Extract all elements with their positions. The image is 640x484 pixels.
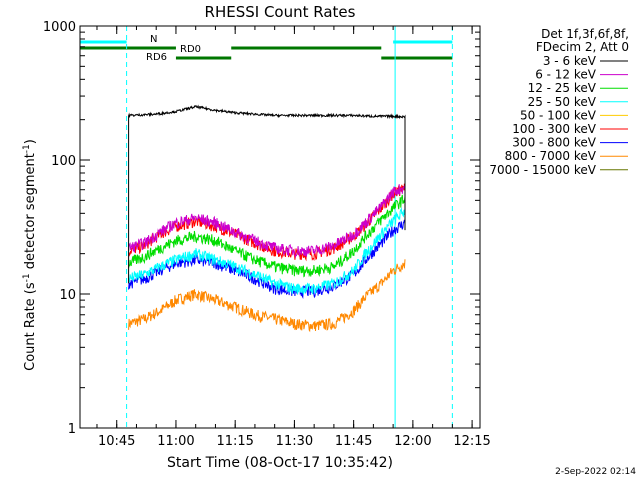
y-axis-label-main: Count Rate (s [23, 282, 38, 371]
x-tick-label-0: 10:45 [98, 434, 135, 449]
series-line-800-7000-kev [128, 259, 406, 333]
y-axis-label-mid: detector segment [23, 153, 38, 273]
series-line-6-12-kev [128, 184, 406, 259]
series-line-3-6-kev [128, 104, 406, 284]
legend-label-6-12-kev: 6 - 12 keV [535, 68, 597, 82]
x-tick-label-4: 11:45 [335, 434, 372, 449]
series-line-25-50-kev [128, 207, 406, 295]
series-line-300-800-kev [128, 219, 406, 299]
legend-label-25-50-kev: 25 - 50 keV [528, 95, 597, 109]
y-tick-label-3: 1000 [43, 20, 76, 35]
chart-title: RHESSI Count Rates [205, 3, 356, 21]
plot-area: N RD0 RD6 [79, 26, 453, 428]
legend-label-7000-15000-kev: 7000 - 15000 keV [489, 163, 596, 177]
x-tick-label-2: 11:15 [216, 434, 253, 449]
y-tick-label-0: 1 [68, 422, 76, 437]
series-line-12-25-kev [128, 194, 406, 278]
axes: 10:45 11:00 11:15 11:30 11:45 12:00 12:15 1 10 10… [43, 20, 491, 449]
plot-frame [79, 25, 481, 429]
y-axis-label-sup2: -1 [22, 144, 32, 153]
legend-label-800-7000-kev: 800 - 7000 keV [505, 149, 597, 163]
footer-timestamp: 2-Sep-2022 02:14 [555, 467, 636, 477]
legend-header-line-2: FDecim 2, Att 0 [536, 40, 629, 54]
y-axis-label-sup: -1 [22, 273, 32, 282]
legend-header-line-1: Det 1f,3f,6f,8f, [541, 27, 629, 41]
x-tick-label-6: 12:15 [453, 434, 490, 449]
legend-label-300-800-kev: 300 - 800 keV [512, 136, 596, 150]
x-tick-label-3: 11:30 [276, 434, 313, 449]
y-tick-label-1: 10 [59, 288, 76, 303]
legend-label-100-300-kev: 100 - 300 keV [512, 122, 596, 136]
x-tick-label-5: 12:00 [394, 434, 431, 449]
x-tick-label-1: 11:00 [157, 434, 194, 449]
legend-label-12-25-kev: 12 - 25 keV [528, 81, 597, 95]
state-bar-label-n: N [150, 34, 157, 45]
y-tick-label-2: 100 [51, 154, 76, 169]
legend-label-50-100-kev: 50 - 100 keV [520, 108, 597, 122]
state-bar-label-rd6: RD6 [146, 52, 167, 63]
legend-label-3-6-kev: 3 - 6 keV [543, 54, 597, 68]
state-bar-label-rd0: RD0 [180, 44, 201, 55]
y-axis-label: Count Rate (s-1 detector segment-1) [22, 139, 38, 371]
x-axis-label: Start Time (08-Oct-17 10:35:42) [167, 455, 393, 471]
legend: Det 1f,3f,6f,8f, FDecim 2, Att 0 3 - 6 k… [489, 27, 629, 177]
y-axis-label-end: ) [23, 139, 38, 144]
